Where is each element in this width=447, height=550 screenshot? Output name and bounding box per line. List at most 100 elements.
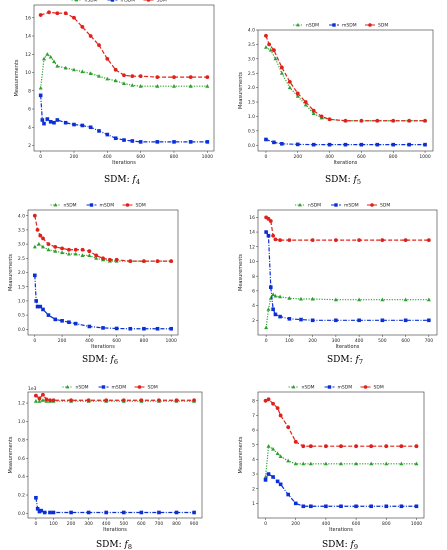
y-tick-label: 6 bbox=[28, 107, 31, 113]
y-tick-label: 14 bbox=[249, 230, 255, 236]
series-line-sdm bbox=[265, 35, 426, 122]
data-point-msdm bbox=[423, 142, 427, 147]
data-point-msdm bbox=[48, 120, 53, 124]
data-point-msdm bbox=[169, 326, 173, 331]
data-point-sdm bbox=[278, 413, 283, 418]
caption-prefix: SDM: bbox=[96, 540, 125, 550]
x-tick-label: 700 bbox=[155, 521, 164, 527]
legend-marker-msdm bbox=[327, 385, 332, 389]
data-point-sdm bbox=[310, 238, 315, 243]
data-point-sdm bbox=[51, 398, 56, 403]
caption-subscript: 4 bbox=[136, 178, 140, 186]
data-point-sdm bbox=[359, 118, 364, 123]
data-point-msdm bbox=[357, 318, 361, 323]
data-point-msdm bbox=[63, 120, 68, 125]
data-point-nsdm bbox=[45, 52, 50, 56]
x-tick-label: 500 bbox=[119, 521, 128, 527]
x-tick-label: 0 bbox=[264, 521, 267, 527]
data-point-nsdm bbox=[266, 444, 271, 448]
caption-subscript: 7 bbox=[359, 358, 363, 366]
data-point-sdm bbox=[414, 444, 419, 449]
data-point-msdm bbox=[391, 142, 396, 147]
data-point-msdm bbox=[155, 140, 160, 144]
data-point-sdm bbox=[188, 75, 193, 79]
data-point-nsdm bbox=[323, 461, 328, 466]
x-tick-label: 700 bbox=[425, 338, 434, 344]
data-point-nsdm bbox=[42, 56, 46, 61]
y-tick-label: 4 bbox=[28, 125, 31, 131]
data-point-sdm bbox=[155, 75, 160, 79]
y-tick-label: 7 bbox=[252, 413, 255, 419]
data-point-nsdm bbox=[53, 248, 58, 253]
data-point-sdm bbox=[87, 249, 92, 254]
x-tick-label: 600 bbox=[401, 338, 410, 344]
data-point-msdm bbox=[122, 138, 126, 142]
data-point-msdm bbox=[266, 472, 271, 476]
data-point-nsdm bbox=[55, 63, 60, 68]
data-point-sdm bbox=[34, 393, 38, 398]
data-point-nsdm bbox=[286, 458, 291, 463]
series-line-msdm bbox=[265, 231, 429, 321]
data-point-sdm bbox=[380, 238, 385, 243]
data-point-msdm bbox=[343, 142, 348, 147]
caption-function: f bbox=[350, 540, 356, 550]
data-point-sdm bbox=[114, 257, 119, 262]
legend-label-nsdm: nSDM bbox=[76, 385, 89, 391]
legend-label-nsdm: nSDM bbox=[308, 203, 321, 209]
legend-marker-msdm bbox=[332, 23, 336, 27]
data-point-sdm bbox=[48, 398, 52, 403]
data-point-nsdm bbox=[380, 297, 385, 302]
legend-label-msdm: mSDM bbox=[342, 23, 357, 29]
data-point-sdm bbox=[155, 259, 160, 264]
data-point-sdm bbox=[41, 392, 45, 397]
data-point-nsdm bbox=[46, 247, 51, 252]
data-point-msdm bbox=[205, 140, 210, 144]
data-point-nsdm bbox=[72, 67, 76, 72]
data-point-sdm bbox=[311, 108, 316, 113]
x-axis-label: Iterations bbox=[103, 527, 127, 533]
data-point-msdm bbox=[105, 132, 110, 137]
data-point-msdm bbox=[324, 504, 328, 509]
x-axis-label: Iterations bbox=[112, 160, 136, 166]
data-point-msdm bbox=[309, 504, 313, 509]
data-point-sdm bbox=[333, 238, 338, 243]
data-point-nsdm bbox=[264, 325, 269, 330]
y-tick-label: 3.0 bbox=[248, 56, 255, 62]
caption-prefix: SDM: bbox=[82, 355, 111, 365]
legend-label-sdm: SDM bbox=[380, 203, 390, 209]
data-point-nsdm bbox=[48, 54, 53, 59]
data-point-sdm bbox=[192, 398, 196, 403]
x-tick-label: 400 bbox=[102, 521, 111, 527]
data-point-nsdm bbox=[278, 454, 283, 458]
data-point-msdm bbox=[278, 314, 282, 319]
data-point-nsdm bbox=[271, 446, 276, 451]
y-tick-label: 3.0 bbox=[18, 242, 25, 248]
data-point-msdm bbox=[399, 504, 404, 509]
x-tick-label: 200 bbox=[308, 338, 317, 344]
data-point-sdm bbox=[46, 242, 51, 246]
caption-function: f bbox=[353, 175, 359, 185]
legend-label-sdm: SDM bbox=[374, 385, 384, 391]
y-tick-label: 2.5 bbox=[18, 256, 25, 262]
data-point-msdm bbox=[51, 510, 56, 515]
legend-label-sdm: SDM bbox=[157, 0, 167, 4]
data-point-msdm bbox=[80, 123, 85, 128]
x-tick-label: 500 bbox=[378, 338, 387, 344]
y-axis-label: Measurements bbox=[8, 436, 14, 473]
data-point-msdm bbox=[280, 141, 284, 146]
data-point-sdm bbox=[38, 13, 43, 17]
legend-marker-sdm bbox=[125, 203, 130, 207]
data-point-sdm bbox=[271, 233, 276, 238]
data-point-msdm bbox=[310, 318, 315, 323]
caption-subscript: 9 bbox=[354, 543, 358, 550]
legend-label-nsdm: nSDM bbox=[306, 23, 319, 29]
data-point-sdm bbox=[60, 246, 64, 251]
chart-panel-2: 0 200 400 600 800 1000 0.0 0.5 1.0 1.5 2.0 2.5 3.0 3.… bbox=[238, 23, 434, 186]
y-tick-label: 6 bbox=[252, 428, 255, 434]
data-point-sdm bbox=[174, 398, 179, 403]
data-point-sdm bbox=[32, 213, 37, 218]
x-tick-label: 0 bbox=[265, 338, 268, 344]
legend-label-msdm: mSDM bbox=[121, 0, 136, 4]
data-point-sdm bbox=[268, 219, 273, 223]
data-point-msdm bbox=[414, 504, 419, 509]
